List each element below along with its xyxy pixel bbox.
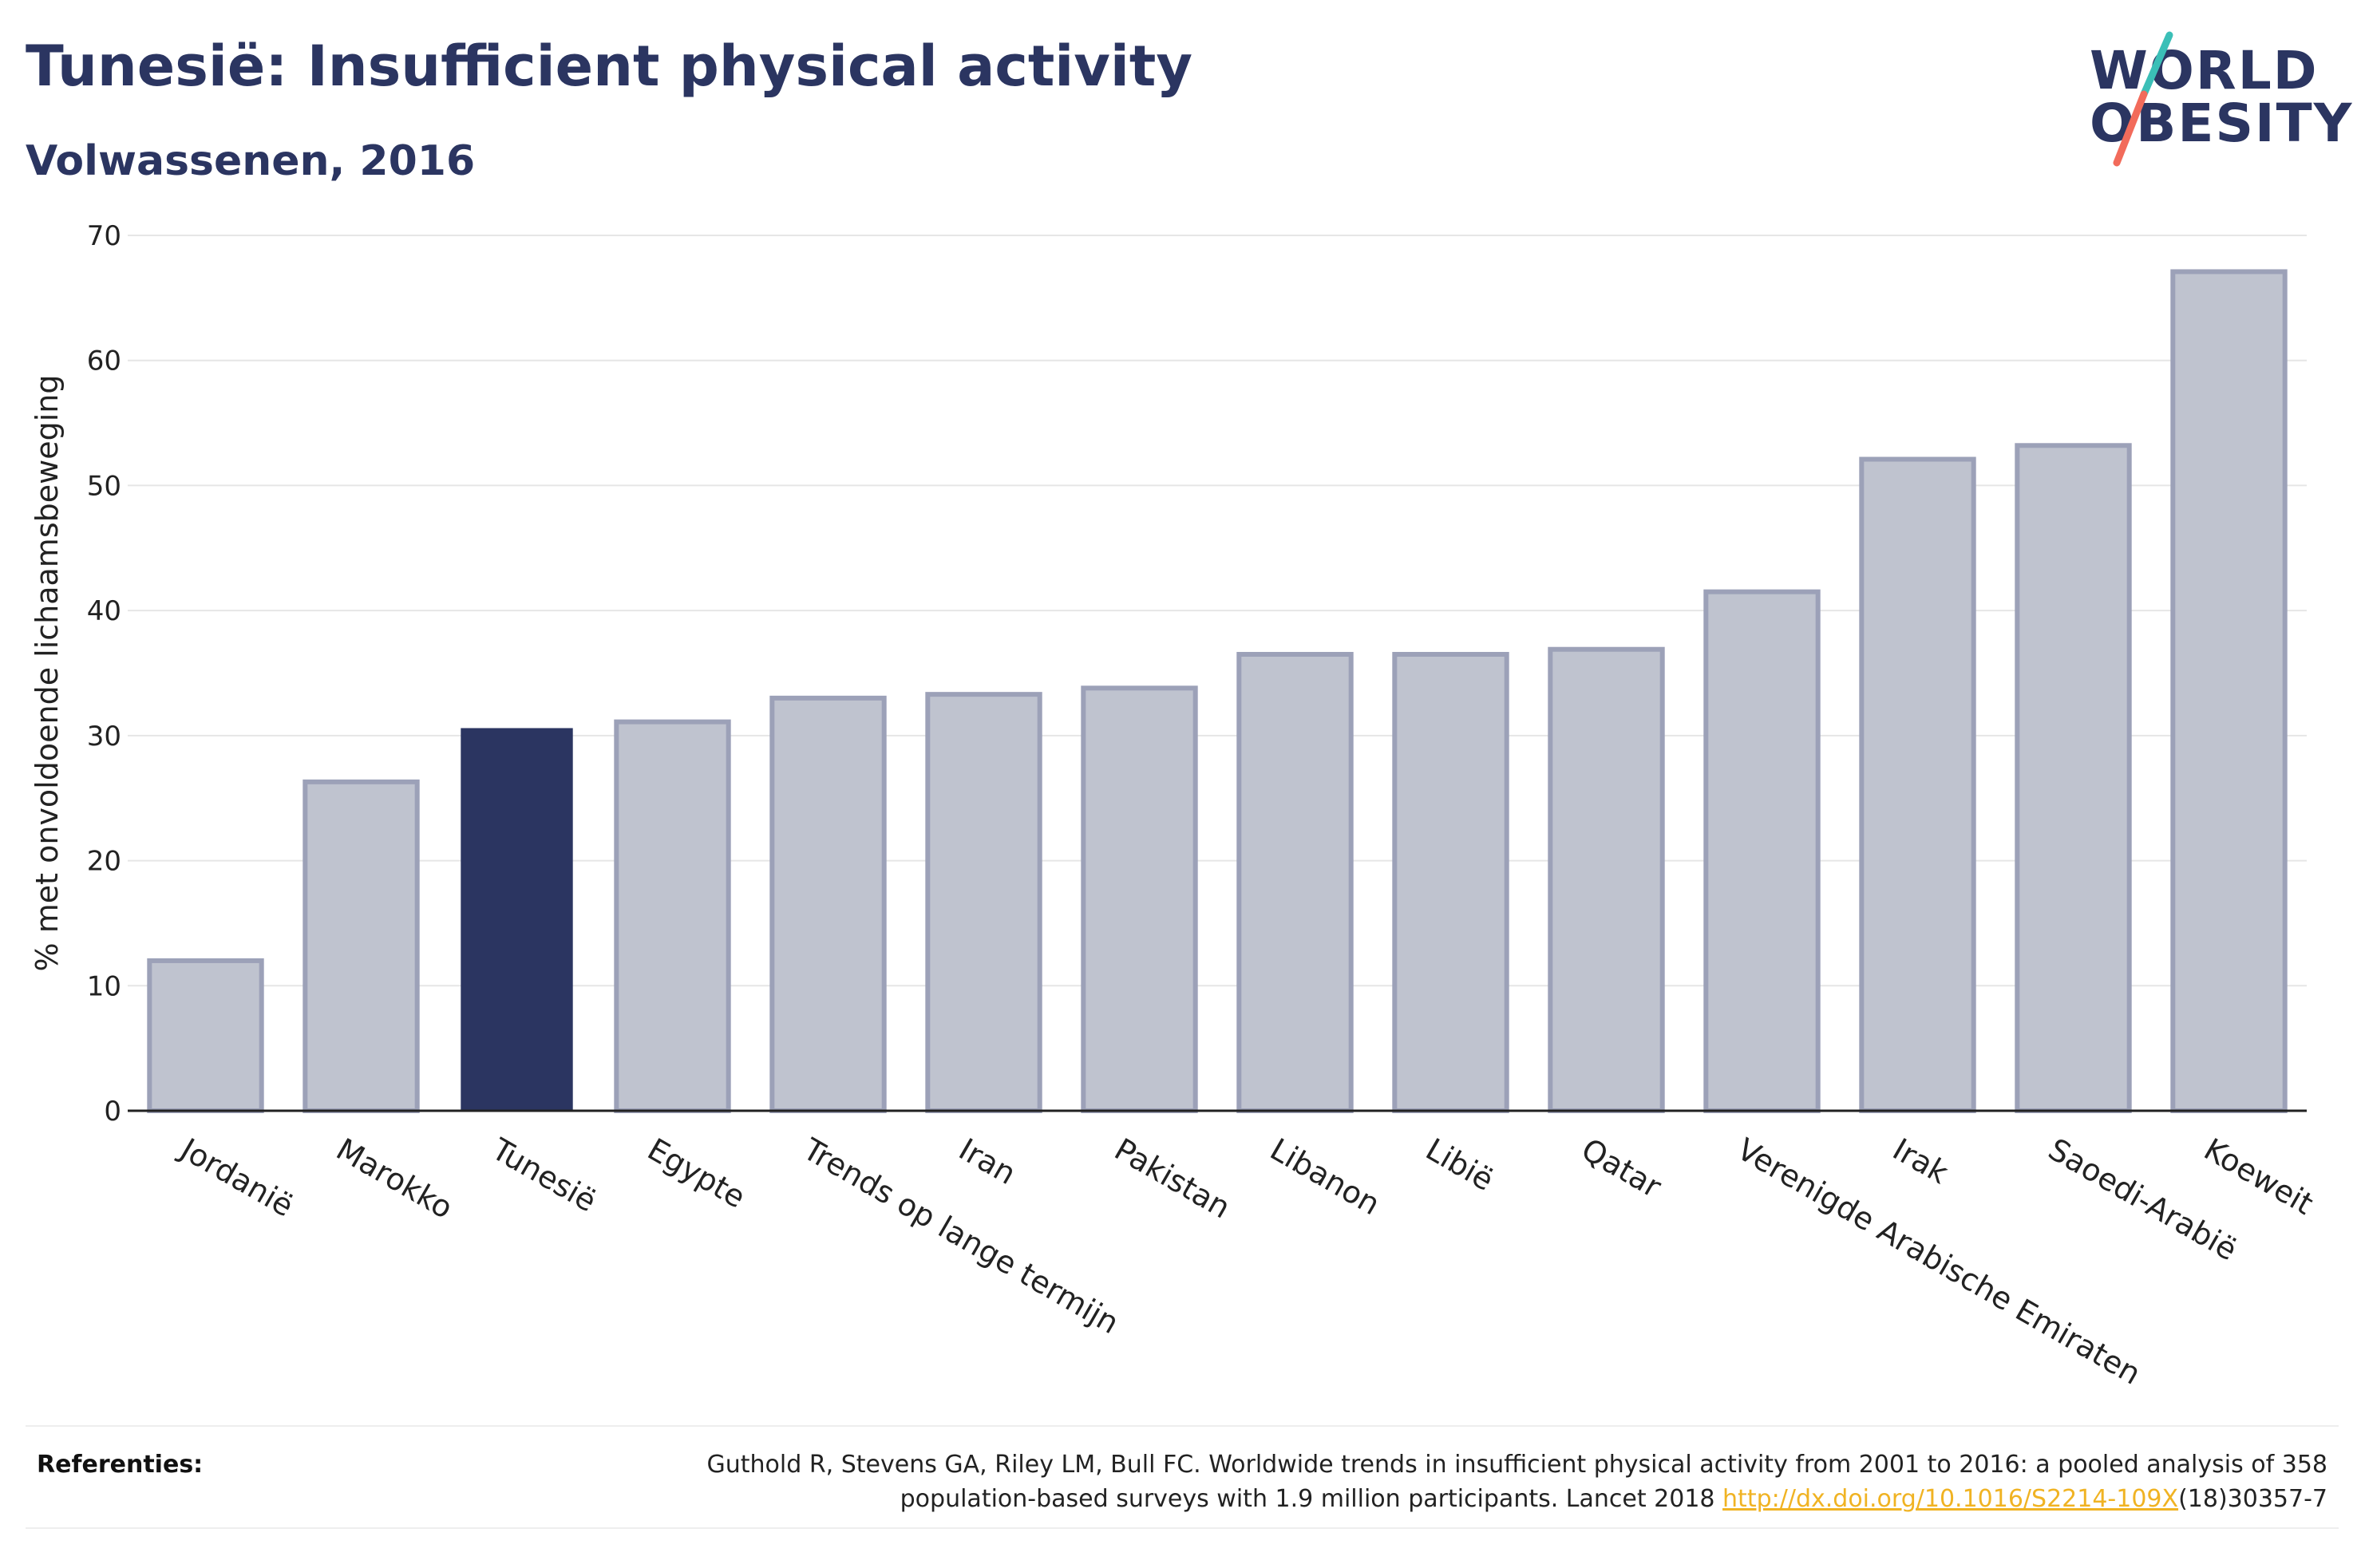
references-citation-suffix: (18)30357-7	[2178, 1485, 2327, 1513]
bar-koeweit	[2170, 269, 2288, 1113]
bar-verenigde-arabische-emiraten	[1703, 589, 1821, 1113]
logo-slash-icon	[2113, 31, 2173, 167]
references-section: Referenties: Guthold R, Stevens GA, Rile…	[26, 1425, 2339, 1529]
y-tick-label: 70	[87, 220, 121, 252]
x-tick-label: Qatar	[1576, 1132, 1667, 1205]
x-tick-label: Egypte	[642, 1132, 751, 1215]
bar-tunesi-	[461, 728, 573, 1111]
x-tick-label: Irak	[1887, 1132, 1954, 1191]
x-tick-label: Libanon	[1264, 1132, 1386, 1222]
bar-pakistan	[1081, 685, 1198, 1113]
world-obesity-logo: WORLD OBESITY	[2075, 29, 2351, 172]
bar-trends-op-lange-termijn	[769, 695, 887, 1113]
x-tick-label: Pakistan	[1109, 1132, 1236, 1226]
bar-chart: 0 10 20 30 40 50 60 70 Jordanië Marokko Tunesië Eg…	[30, 220, 2319, 1392]
bar-iran	[925, 692, 1042, 1113]
references-doi-link[interactable]: http://dx.doi.org/10.1016/S2214-109X	[1722, 1485, 2179, 1513]
bar-marokko	[303, 779, 420, 1113]
references-label: Referenties:	[37, 1451, 204, 1479]
x-tick-label: Tunesië	[485, 1131, 602, 1218]
y-axis-ticks: 0 10 20 30 40 50 60 70	[87, 220, 121, 1128]
gridlines	[128, 235, 2307, 987]
references-text: Guthold R, Stevens GA, Riley LM, Bull FC…	[571, 1448, 2327, 1516]
bar-qatar	[1548, 646, 1665, 1113]
logo-text-world: WORLD	[2090, 40, 2319, 101]
y-tick-label: 20	[87, 846, 121, 878]
y-axis-label: % met onvoldoende lichaamsbeweging	[30, 375, 65, 972]
x-axis-ticks: Jordanië Marokko Tunesië Egypte Trends op la…	[173, 1131, 2319, 1392]
x-tick-label: Jordanië	[173, 1131, 299, 1224]
bar-jordani-	[147, 958, 264, 1114]
y-tick-label: 0	[104, 1096, 121, 1128]
y-tick-label: 50	[87, 470, 121, 502]
bars	[147, 269, 2288, 1114]
x-tick-label: Koeweit	[2198, 1132, 2319, 1222]
bar-libi-	[1392, 651, 1509, 1113]
bar-saoedi-arabi-	[2015, 443, 2132, 1113]
x-tick-label: Marokko	[330, 1132, 459, 1226]
chart-title: Tunesië: Insufficient physical activity	[26, 34, 1193, 99]
bar-irak	[1859, 456, 1976, 1114]
y-tick-label: 60	[87, 346, 121, 377]
bar-libanon	[1236, 651, 1354, 1113]
y-tick-label: 40	[87, 595, 121, 627]
x-tick-label: Iran	[953, 1132, 1022, 1191]
y-tick-label: 30	[87, 721, 121, 752]
references-citation: Guthold R, Stevens GA, Riley LM, Bull FC…	[706, 1451, 2327, 1513]
x-tick-label: Libië	[1420, 1132, 1500, 1198]
chart-subtitle: Volwassenen, 2016	[26, 137, 476, 185]
bar-egypte	[614, 719, 731, 1114]
y-tick-label: 10	[87, 970, 121, 1002]
